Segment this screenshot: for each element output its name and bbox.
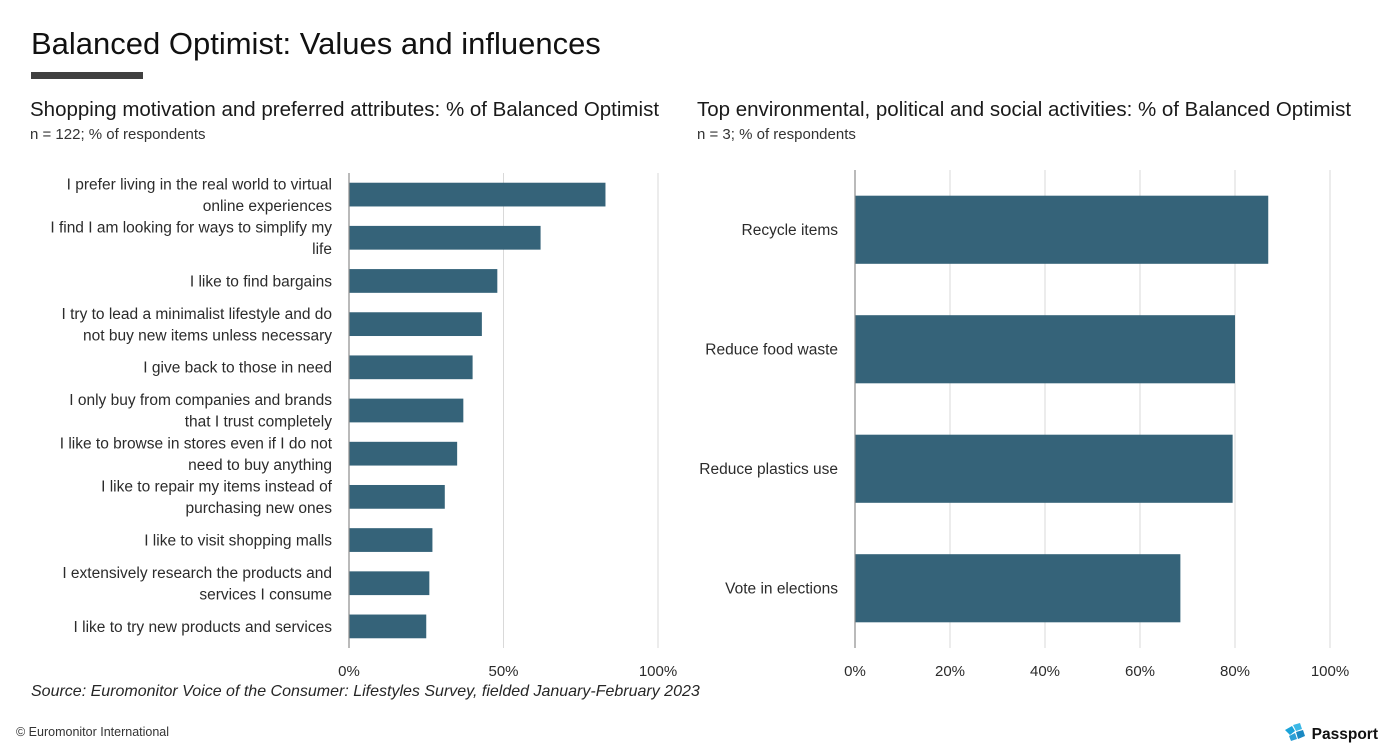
- left-chart-category-label-line: I like to try new products and services: [74, 619, 333, 636]
- left-chart-bar: [349, 182, 606, 207]
- right-chart-category-label: Recycle items: [742, 222, 839, 239]
- right-chart-bar: [855, 315, 1235, 384]
- right-chart-tick-label: 100%: [1311, 663, 1349, 680]
- left-chart-bar: [349, 441, 458, 466]
- left-chart-bar: [349, 225, 541, 250]
- left-chart-category-label-line: I try to lead a minimalist lifestyle and…: [61, 306, 332, 323]
- right-chart-tick-label: 80%: [1220, 663, 1250, 680]
- left-chart-title: Shopping motivation and preferred attrib…: [30, 98, 660, 121]
- left-chart-category-label-line: I like to repair my items instead of: [101, 479, 333, 496]
- source-note: Source: Euromonitor Voice of the Consume…: [31, 683, 700, 700]
- passport-brand: Passport: [1283, 722, 1378, 747]
- left-chart-bar: [349, 571, 430, 596]
- left-chart-category-label-line: life: [312, 241, 332, 258]
- left-chart-bar: [349, 484, 445, 509]
- left-chart-category-label: I try to lead a minimalist lifestyle and…: [61, 306, 332, 345]
- left-chart-category-label-line: I like to browse in stores even if I do …: [60, 435, 333, 452]
- title-underline: [31, 72, 143, 79]
- left-chart-category-label-line: I only buy from companies and brands: [69, 392, 332, 409]
- left-chart-category-label-line: not buy new items unless necessary: [83, 327, 332, 344]
- left-chart-bar: [349, 398, 464, 423]
- left-chart-bar: [349, 614, 427, 639]
- left-chart-category-label: I only buy from companies and brands that…: [69, 392, 332, 431]
- right-chart-subtitle: n = 3; % of respondents: [697, 126, 856, 143]
- left-chart-category-label: I like to browse in stores even if I do …: [60, 435, 333, 474]
- left-chart-category-label: I extensively research the products and s…: [62, 565, 332, 604]
- left-chart-bar: [349, 355, 473, 380]
- right-chart-category-label: Vote in elections: [725, 581, 838, 598]
- right-chart-category-label: Reduce food waste: [705, 342, 838, 359]
- left-chart-category-label: I like to repair my items instead of purc…: [101, 479, 333, 518]
- right-chart-category-label-line: Reduce plastics use: [699, 461, 838, 478]
- left-chart-category-label-line: I like to find bargains: [190, 273, 332, 290]
- left-chart-category-label-line: I find I am looking for ways to simplify…: [50, 219, 332, 236]
- right-chart-category-label-line: Recycle items: [742, 222, 839, 239]
- right-chart-bar: [855, 554, 1181, 623]
- left-chart-category-label: I like to find bargains: [190, 273, 332, 290]
- passport-logo-icon: [1283, 722, 1307, 747]
- right-chart-tick-label: 60%: [1125, 663, 1155, 680]
- right-chart-title: Top environmental, political and social …: [697, 98, 1352, 121]
- copyright-text: © Euromonitor International: [16, 725, 170, 739]
- left-chart-category-label-line: I prefer living in the real world to vir…: [67, 176, 332, 193]
- left-chart-category-label-line: I extensively research the products and: [62, 565, 332, 582]
- right-chart-tick-label: 0%: [844, 663, 866, 680]
- left-chart-category-label: I prefer living in the real world to vir…: [67, 176, 333, 215]
- right-chart-tick-label: 40%: [1030, 663, 1060, 680]
- right-chart-category-label-line: Vote in elections: [725, 581, 838, 598]
- left-chart-bar: [349, 528, 433, 552]
- left-chart-category-label-line: I give back to those in need: [143, 360, 332, 377]
- left-chart-category-label: I like to try new products and services: [74, 619, 333, 636]
- left-chart-category-label-line: I like to visit shopping malls: [144, 532, 332, 549]
- left-chart-category-label-line: services I consume: [199, 586, 332, 603]
- left-chart-bar: [349, 269, 498, 293]
- brand-name: Passport: [1311, 725, 1378, 743]
- left-chart-category-label-line: need to buy anything: [188, 457, 332, 474]
- left-chart-category-label: I give back to those in need: [143, 360, 332, 377]
- left-chart-category-label-line: purchasing new ones: [186, 500, 333, 517]
- right-chart-bar: [855, 195, 1269, 264]
- right-chart-category-label: Reduce plastics use: [699, 461, 838, 478]
- right-chart-category-label-line: Reduce food waste: [705, 342, 838, 359]
- left-chart-category-label-line: online experiences: [203, 198, 333, 215]
- left-chart-category-label: I like to visit shopping malls: [144, 532, 332, 549]
- left-chart-tick-label: 0%: [338, 663, 360, 680]
- page-title: Balanced Optimist: Values and influences: [31, 26, 601, 61]
- left-chart-subtitle: n = 122; % of respondents: [30, 126, 206, 143]
- left-chart-tick-label: 50%: [488, 663, 518, 680]
- left-chart-category-label-line: that I trust completely: [185, 414, 333, 431]
- right-chart-tick-label: 20%: [935, 663, 965, 680]
- left-chart-category-label: I find I am looking for ways to simplify…: [50, 219, 332, 258]
- left-chart-bar: [349, 312, 482, 337]
- right-chart-bar: [855, 434, 1233, 503]
- left-chart-tick-label: 100%: [639, 663, 677, 680]
